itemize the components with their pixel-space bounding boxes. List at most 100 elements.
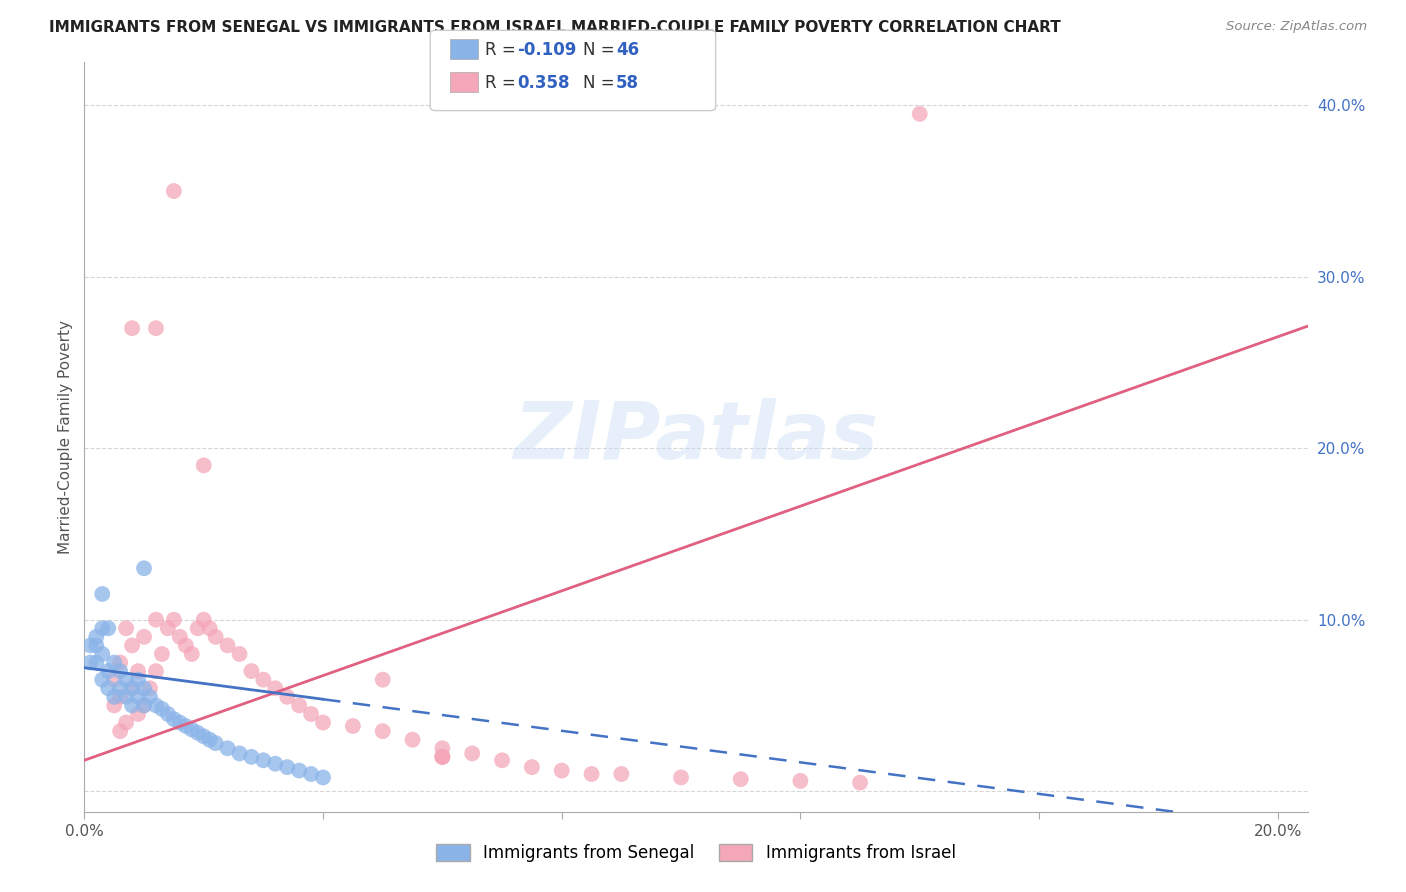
Point bbox=[139, 681, 162, 696]
Point bbox=[174, 639, 197, 653]
Text: N =: N = bbox=[583, 41, 620, 59]
Point bbox=[121, 321, 143, 335]
Point bbox=[150, 702, 173, 716]
Point bbox=[121, 681, 143, 696]
Point bbox=[342, 719, 364, 733]
Point bbox=[174, 719, 197, 733]
Point bbox=[908, 107, 931, 121]
Point bbox=[551, 764, 574, 778]
Point bbox=[127, 690, 149, 704]
Point bbox=[276, 690, 298, 704]
Point bbox=[252, 753, 274, 767]
Text: R =: R = bbox=[485, 74, 526, 92]
Text: IMMIGRANTS FROM SENEGAL VS IMMIGRANTS FROM ISRAEL MARRIED-COUPLE FAMILY POVERTY : IMMIGRANTS FROM SENEGAL VS IMMIGRANTS FR… bbox=[49, 20, 1062, 35]
Point bbox=[187, 726, 209, 740]
Point bbox=[103, 690, 125, 704]
Point bbox=[204, 630, 226, 644]
Point bbox=[84, 630, 107, 644]
Legend: Immigrants from Senegal, Immigrants from Israel: Immigrants from Senegal, Immigrants from… bbox=[427, 836, 965, 871]
Point bbox=[187, 621, 209, 635]
Point bbox=[121, 639, 143, 653]
Point bbox=[121, 698, 143, 713]
Point bbox=[581, 767, 603, 781]
Point bbox=[108, 656, 131, 670]
Point bbox=[121, 681, 143, 696]
Point bbox=[491, 753, 513, 767]
Point bbox=[217, 741, 239, 756]
Point bbox=[115, 621, 138, 635]
Text: N =: N = bbox=[583, 74, 620, 92]
Point bbox=[432, 741, 454, 756]
Point bbox=[127, 664, 149, 678]
Text: R =: R = bbox=[485, 41, 522, 59]
Point bbox=[217, 639, 239, 653]
Point bbox=[163, 712, 186, 726]
Point bbox=[264, 756, 287, 771]
Point bbox=[264, 681, 287, 696]
Point bbox=[193, 729, 215, 743]
Point bbox=[288, 764, 311, 778]
Point bbox=[371, 673, 394, 687]
Text: -0.109: -0.109 bbox=[517, 41, 576, 59]
Point bbox=[108, 690, 131, 704]
Point bbox=[91, 647, 114, 661]
Point bbox=[108, 664, 131, 678]
Point bbox=[312, 771, 335, 785]
Point bbox=[132, 698, 155, 713]
Text: ZIPatlas: ZIPatlas bbox=[513, 398, 879, 476]
Text: Source: ZipAtlas.com: Source: ZipAtlas.com bbox=[1226, 20, 1367, 33]
Point bbox=[240, 749, 263, 764]
Point bbox=[193, 613, 215, 627]
Point bbox=[145, 664, 167, 678]
Point bbox=[198, 732, 221, 747]
Point bbox=[145, 613, 167, 627]
Point bbox=[163, 184, 186, 198]
Point bbox=[849, 775, 872, 789]
Point bbox=[789, 773, 811, 788]
Point bbox=[228, 747, 250, 761]
Point bbox=[156, 706, 179, 721]
Point bbox=[163, 613, 186, 627]
Point bbox=[299, 767, 322, 781]
Point bbox=[610, 767, 633, 781]
Point bbox=[156, 621, 179, 635]
Point bbox=[299, 706, 322, 721]
Point bbox=[669, 771, 692, 785]
Text: 0.358: 0.358 bbox=[517, 74, 569, 92]
Point bbox=[97, 621, 120, 635]
Point bbox=[97, 664, 120, 678]
Point bbox=[228, 647, 250, 661]
Point bbox=[115, 673, 138, 687]
Point bbox=[132, 630, 155, 644]
Y-axis label: Married-Couple Family Poverty: Married-Couple Family Poverty bbox=[58, 320, 73, 554]
Point bbox=[84, 656, 107, 670]
Point bbox=[198, 621, 221, 635]
Point bbox=[371, 724, 394, 739]
Point bbox=[103, 673, 125, 687]
Point bbox=[288, 698, 311, 713]
Point bbox=[108, 724, 131, 739]
Point bbox=[145, 321, 167, 335]
Text: 58: 58 bbox=[616, 74, 638, 92]
Point bbox=[520, 760, 543, 774]
Point bbox=[132, 561, 155, 575]
Point bbox=[127, 673, 149, 687]
Point bbox=[730, 772, 752, 786]
Point bbox=[132, 698, 155, 713]
Point bbox=[312, 715, 335, 730]
Point bbox=[103, 698, 125, 713]
Point bbox=[204, 736, 226, 750]
Point bbox=[91, 621, 114, 635]
Point bbox=[115, 715, 138, 730]
Point bbox=[79, 639, 101, 653]
Point bbox=[97, 681, 120, 696]
Point bbox=[150, 647, 173, 661]
Point bbox=[84, 639, 107, 653]
Point bbox=[180, 647, 202, 661]
Point bbox=[103, 656, 125, 670]
Point bbox=[180, 723, 202, 737]
Point bbox=[252, 673, 274, 687]
Point bbox=[432, 749, 454, 764]
Point bbox=[91, 587, 114, 601]
Point bbox=[432, 749, 454, 764]
